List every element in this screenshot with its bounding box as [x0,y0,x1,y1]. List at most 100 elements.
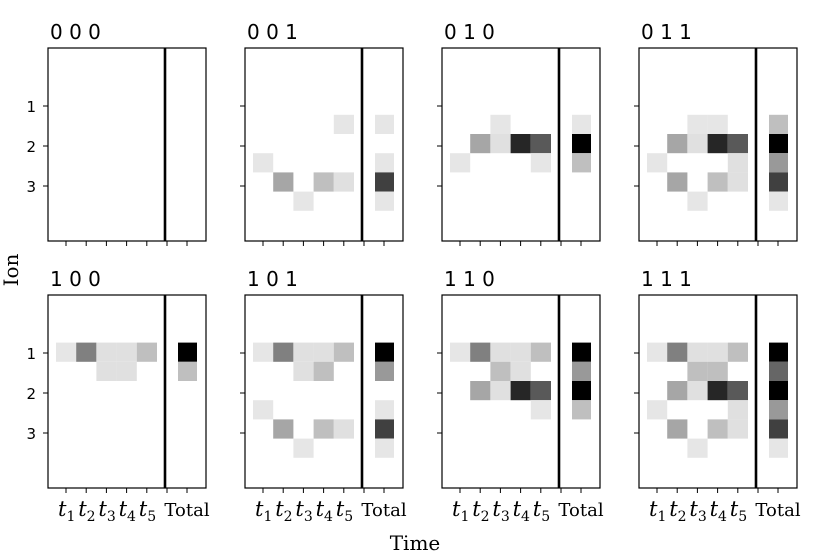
total-cell [572,114,591,134]
heatmap-cell [273,419,294,439]
heatmap-cell [667,381,688,401]
heatmap-cell [490,114,511,134]
total-cell [178,342,197,362]
heatmap-cell [530,381,551,401]
x-tick-label: t4 [316,497,333,525]
x-tick-label: t4 [513,497,530,525]
total-cell [375,191,394,211]
heatmap-cell [667,134,688,154]
total-cell [769,400,788,420]
panel-frame [47,47,207,242]
total-cell [375,342,394,362]
total-cell [375,361,394,381]
heatmap-cell [667,342,688,362]
total-cell [769,419,788,439]
heatmap-cell [510,342,531,362]
heatmap-cell [293,361,314,381]
y-tick-label: 3 [26,178,36,196]
heatmap-cell [96,361,117,381]
x-tick-label-total: Total [164,500,209,521]
heatmap-cell [313,172,334,192]
panel-011: 0 1 1 [634,20,798,246]
heatmap-cell [450,153,471,173]
y-tick-label: 1 [26,345,36,363]
heatmap-cell [727,342,748,362]
panel-frame [244,47,404,242]
heatmap-cell [647,153,668,173]
panel-101: 1 0 1 t1 t2 t3 t4 t5 Total [240,267,407,525]
x-tick-label: t5 [533,497,550,525]
x-tick-label: t3 [295,497,312,525]
heatmap-cell [667,172,688,192]
x-tick-label: t2 [669,497,686,525]
panel-001: 0 0 1 [240,20,404,246]
panel-000: 0 0 0 1 2 3 [26,20,207,246]
panel-title: 1 1 0 [444,267,495,291]
total-cell [375,172,394,192]
total-cell [572,400,591,420]
heatmap-cell [470,381,491,401]
x-tick-label: t4 [710,497,727,525]
total-cell [572,361,591,381]
heatmap-cell [707,114,728,134]
panel-frame [47,294,207,489]
heatmap-cell [687,342,708,362]
x-tick-label: t2 [78,497,95,525]
total-cell [178,361,197,381]
total-cell [375,114,394,134]
total-cell [769,438,788,458]
panel-110: 1 1 0 t1 t2 t3 t4 t5 Total [437,267,604,525]
total-cell [769,153,788,173]
heatmap-cell [253,342,274,362]
heatmap-cell [707,342,728,362]
heatmap-cell [667,419,688,439]
x-tick-label: t2 [275,497,292,525]
y-axis-label: Ion [0,253,23,286]
heatmap-cell [313,342,334,362]
total-cell [769,191,788,211]
panel-title: 0 0 0 [50,20,101,44]
total-cell [572,381,591,401]
heatmap-cell [707,361,728,381]
heatmap-cell [273,342,294,362]
x-tick-label: t1 [255,497,272,525]
panel-title: 0 0 1 [247,20,298,44]
heatmap-cell [313,419,334,439]
heatmap-cell [510,361,531,381]
heatmap-cell [707,381,728,401]
heatmap-cell [470,342,491,362]
heatmap-cell [707,134,728,154]
total-cell [769,134,788,154]
panel-111: 1 1 1 t1 t2 t3 t4 t5 Total [634,267,801,525]
heatmap-cell [490,134,511,154]
heatmap-cell [727,172,748,192]
heatmap-cell [253,153,274,173]
x-tick-label: t3 [98,497,115,525]
y-tick-label: 3 [26,425,36,443]
heatmap-cell [510,134,531,154]
x-tick-label: t5 [336,497,353,525]
panel-title: 1 0 0 [50,267,101,291]
x-tick-label-total: Total [361,500,406,521]
x-tick-label: t5 [139,497,156,525]
heatmap-cell [116,361,137,381]
total-cell [769,361,788,381]
heatmap-cell [727,381,748,401]
panel-010: 0 1 0 [437,20,601,246]
y-tick-label: 2 [26,138,36,156]
x-tick-label-total: Total [558,500,603,521]
x-axis-label: Time [390,531,441,554]
heatmap-cell [116,342,137,362]
heatmap-cell [510,381,531,401]
heatmap-cell [530,342,551,362]
heatmap-cell [333,172,354,192]
x-tick-label: t1 [452,497,469,525]
x-tick-label: t4 [119,497,136,525]
total-cell [375,153,394,173]
heatmap-cell [727,134,748,154]
total-cell [375,419,394,439]
heatmap-cell [647,342,668,362]
heatmap-cell [470,134,491,154]
panel-title: 1 0 1 [247,267,298,291]
